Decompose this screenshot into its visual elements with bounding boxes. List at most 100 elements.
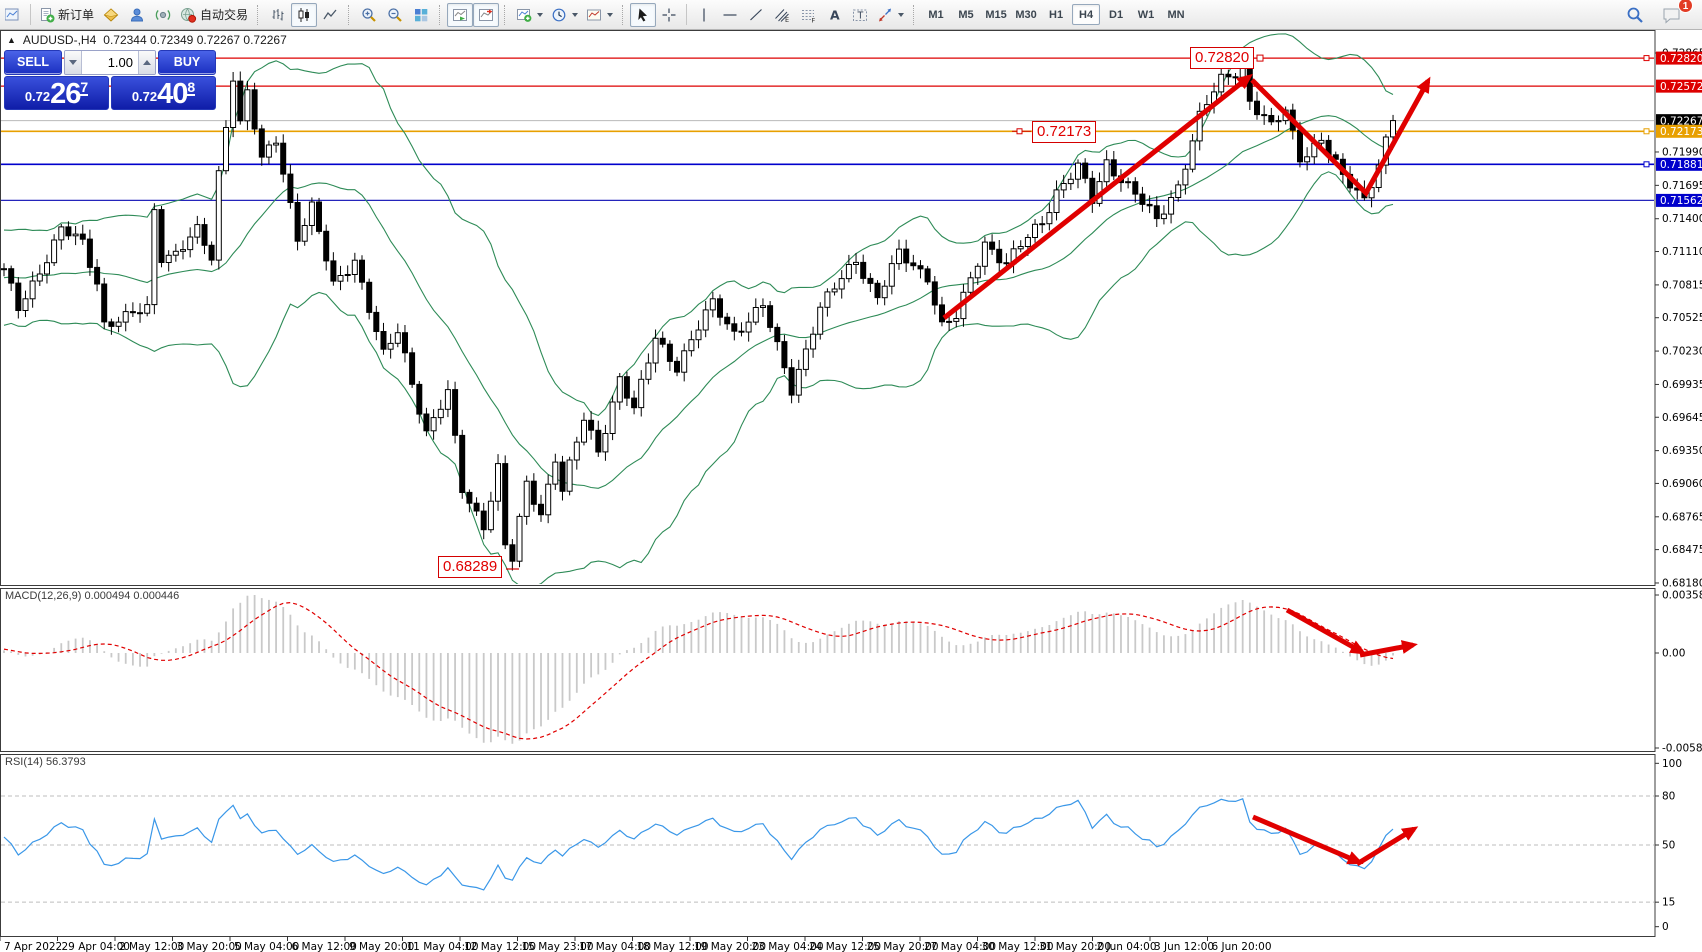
- candlestick-chart-icon: [298, 7, 310, 22]
- axis-label: 100: [1662, 758, 1682, 770]
- trend-arrow[interactable]: [1285, 607, 1367, 655]
- timeframe-m15[interactable]: M15: [985, 8, 1007, 21]
- timeframe-w1[interactable]: W1: [1137, 8, 1155, 21]
- trend-arrow[interactable]: [1250, 76, 1431, 198]
- line-handle[interactable]: [1643, 55, 1650, 62]
- candlestick-chart-button[interactable]: [291, 2, 318, 27]
- timeframe-h1[interactable]: H1: [1049, 8, 1064, 21]
- sell-price-pip: 7: [80, 79, 89, 96]
- symbol-ohlc: 0.72344 0.72349 0.72267 0.72267: [103, 33, 287, 47]
- price-badge: [1656, 114, 1702, 128]
- sell-button[interactable]: SELL: [4, 50, 62, 75]
- trend-arrow[interactable]: [1359, 640, 1418, 658]
- auto-scroll-icon: [453, 8, 468, 21]
- macd-signal-line: [3, 601, 1394, 740]
- chart-window-button[interactable]: [0, 3, 26, 27]
- algo-trading-button[interactable]: 自动交易: [176, 3, 252, 27]
- buy-price-main: 40: [157, 78, 188, 110]
- axis-label: 3 Jun 12:00: [1154, 941, 1214, 952]
- clock-icon: [552, 8, 566, 21]
- svg-text:E: E: [785, 16, 789, 23]
- volume-input[interactable]: 1.00: [107, 55, 133, 70]
- timeframe-m30[interactable]: M30: [1015, 8, 1037, 21]
- line-chart-button[interactable]: [317, 3, 343, 27]
- auto-scroll-button[interactable]: [447, 2, 474, 27]
- timeframe-m5[interactable]: M5: [958, 8, 974, 21]
- fibonacci-button[interactable]: F: [795, 3, 821, 27]
- equidistant-channel-button[interactable]: E: [769, 3, 795, 27]
- period-button[interactable]: [547, 3, 582, 27]
- algo-trading-label: 自动交易: [200, 8, 249, 22]
- sell-price[interactable]: 0.72 26 7: [4, 76, 109, 110]
- macd-label: MACD(12,26,9) 0.000494 0.000446: [5, 590, 180, 602]
- period-caret-icon: [572, 12, 579, 17]
- channel-icon: E: [774, 8, 789, 23]
- buy-button[interactable]: BUY: [158, 50, 216, 75]
- text-icon: A: [830, 7, 840, 22]
- price-annotation-high[interactable]: 0.72820: [1190, 47, 1255, 69]
- timeframe-mn[interactable]: MN: [1167, 8, 1185, 21]
- tile-windows-icon: [415, 8, 428, 21]
- text-label-button[interactable]: T: [847, 3, 873, 27]
- market-button[interactable]: [98, 3, 124, 27]
- axis-label: 25 May 20:00: [867, 941, 939, 952]
- crosshair-button[interactable]: [656, 3, 682, 27]
- volume-decrease-button[interactable]: [65, 51, 82, 74]
- axis-label: 3 May 20:00: [177, 941, 242, 952]
- trendline-button[interactable]: [743, 3, 769, 27]
- axis-label: 0.00: [1662, 648, 1685, 660]
- svg-text:T: T: [857, 10, 864, 21]
- template-icon: [587, 9, 602, 20]
- search-button[interactable]: [1622, 3, 1648, 27]
- person-icon: [131, 8, 144, 21]
- gold-diamond-icon: [103, 7, 119, 22]
- price-annotation-mid[interactable]: 0.72173: [1032, 121, 1097, 143]
- line-handle[interactable]: [1643, 128, 1650, 135]
- chart-shift-icon: [479, 8, 494, 21]
- timeframe-h4[interactable]: H4: [1072, 4, 1101, 25]
- annotation-anchor: [1016, 128, 1023, 135]
- new-order-icon: [41, 7, 55, 22]
- axis-label: 2 Jun 04:00: [1097, 941, 1157, 952]
- chat-button[interactable]: 1: [1658, 0, 1693, 27]
- axis-label: 0.003587: [1662, 590, 1702, 602]
- arrows-button[interactable]: [873, 3, 908, 27]
- sell-price-main: 26: [50, 78, 81, 110]
- price-badge: [1656, 79, 1702, 93]
- text-label-icon: T: [853, 9, 868, 21]
- buy-price[interactable]: 0.72 40 8: [111, 76, 216, 110]
- candles: [1, 57, 1396, 571]
- cursor-button[interactable]: [630, 2, 657, 27]
- vps-button[interactable]: [150, 3, 176, 27]
- new-order-button[interactable]: 新订单: [35, 3, 98, 27]
- trend-arrow[interactable]: [1355, 826, 1419, 867]
- chart-shift-button[interactable]: [473, 2, 500, 27]
- signals-button[interactable]: [124, 3, 150, 27]
- new-order-label: 新订单: [58, 8, 95, 22]
- volume-increase-button[interactable]: [138, 51, 155, 74]
- indicators-button[interactable]: [512, 3, 547, 27]
- timeframe-m1[interactable]: M1: [928, 8, 944, 21]
- timeframe-d1[interactable]: D1: [1109, 8, 1124, 21]
- tile-windows-button[interactable]: [408, 3, 434, 27]
- line-handle[interactable]: [1643, 161, 1650, 168]
- sell-price-prefix: 0.72: [24, 89, 51, 104]
- annotation-anchor: [1256, 54, 1264, 62]
- text-button[interactable]: A: [821, 3, 847, 27]
- symbol-header: ▲ AUDUSD-,H4 0.72344 0.72349 0.72267 0.7…: [7, 33, 287, 47]
- zoom-in-button[interactable]: [356, 3, 382, 27]
- horizontal-line-button[interactable]: [717, 3, 743, 27]
- price-annotation-low[interactable]: 0.68289: [438, 556, 503, 578]
- axis-label: 0.70815: [1662, 279, 1702, 291]
- trend-arrow[interactable]: [1252, 814, 1364, 865]
- caret-down-icon: [69, 60, 77, 65]
- axis-label: 0.72572: [1660, 81, 1702, 93]
- axis-label: 0.69060: [1662, 478, 1702, 490]
- templates-button[interactable]: [582, 3, 617, 27]
- arrows-caret-icon: [898, 12, 905, 17]
- trend-arrow[interactable]: [942, 73, 1253, 320]
- zoom-out-button[interactable]: [382, 3, 408, 27]
- vertical-line-button[interactable]: [691, 3, 717, 27]
- bar-chart-button[interactable]: [265, 3, 291, 27]
